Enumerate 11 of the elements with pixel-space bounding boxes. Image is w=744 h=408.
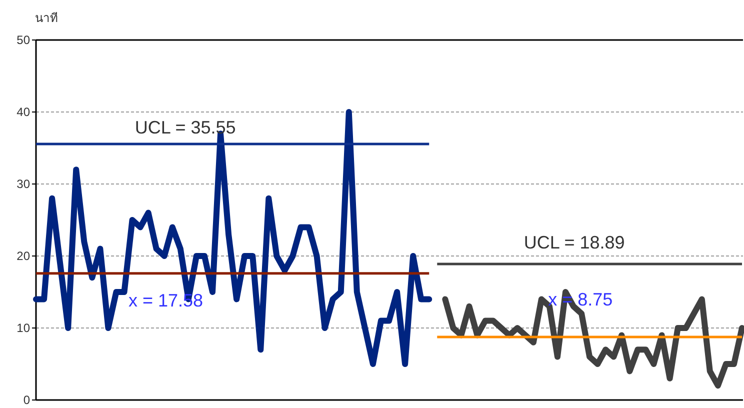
annotation: x = 8.75 xyxy=(548,289,613,310)
y-tick-label: 0 xyxy=(23,393,30,408)
annotation: UCL = 18.89 xyxy=(524,232,625,252)
y-tick-label: 10 xyxy=(16,321,30,336)
annotation: UCL = 35.55 xyxy=(134,117,236,138)
y-tick-label: 50 xyxy=(16,33,30,48)
y-tick-label: 20 xyxy=(16,249,30,264)
annotation: x = 17.58 xyxy=(128,290,204,311)
y-tick-label: 40 xyxy=(16,105,30,120)
y-axis-title: นาที xyxy=(35,11,58,25)
y-tick-label: 30 xyxy=(16,177,30,192)
